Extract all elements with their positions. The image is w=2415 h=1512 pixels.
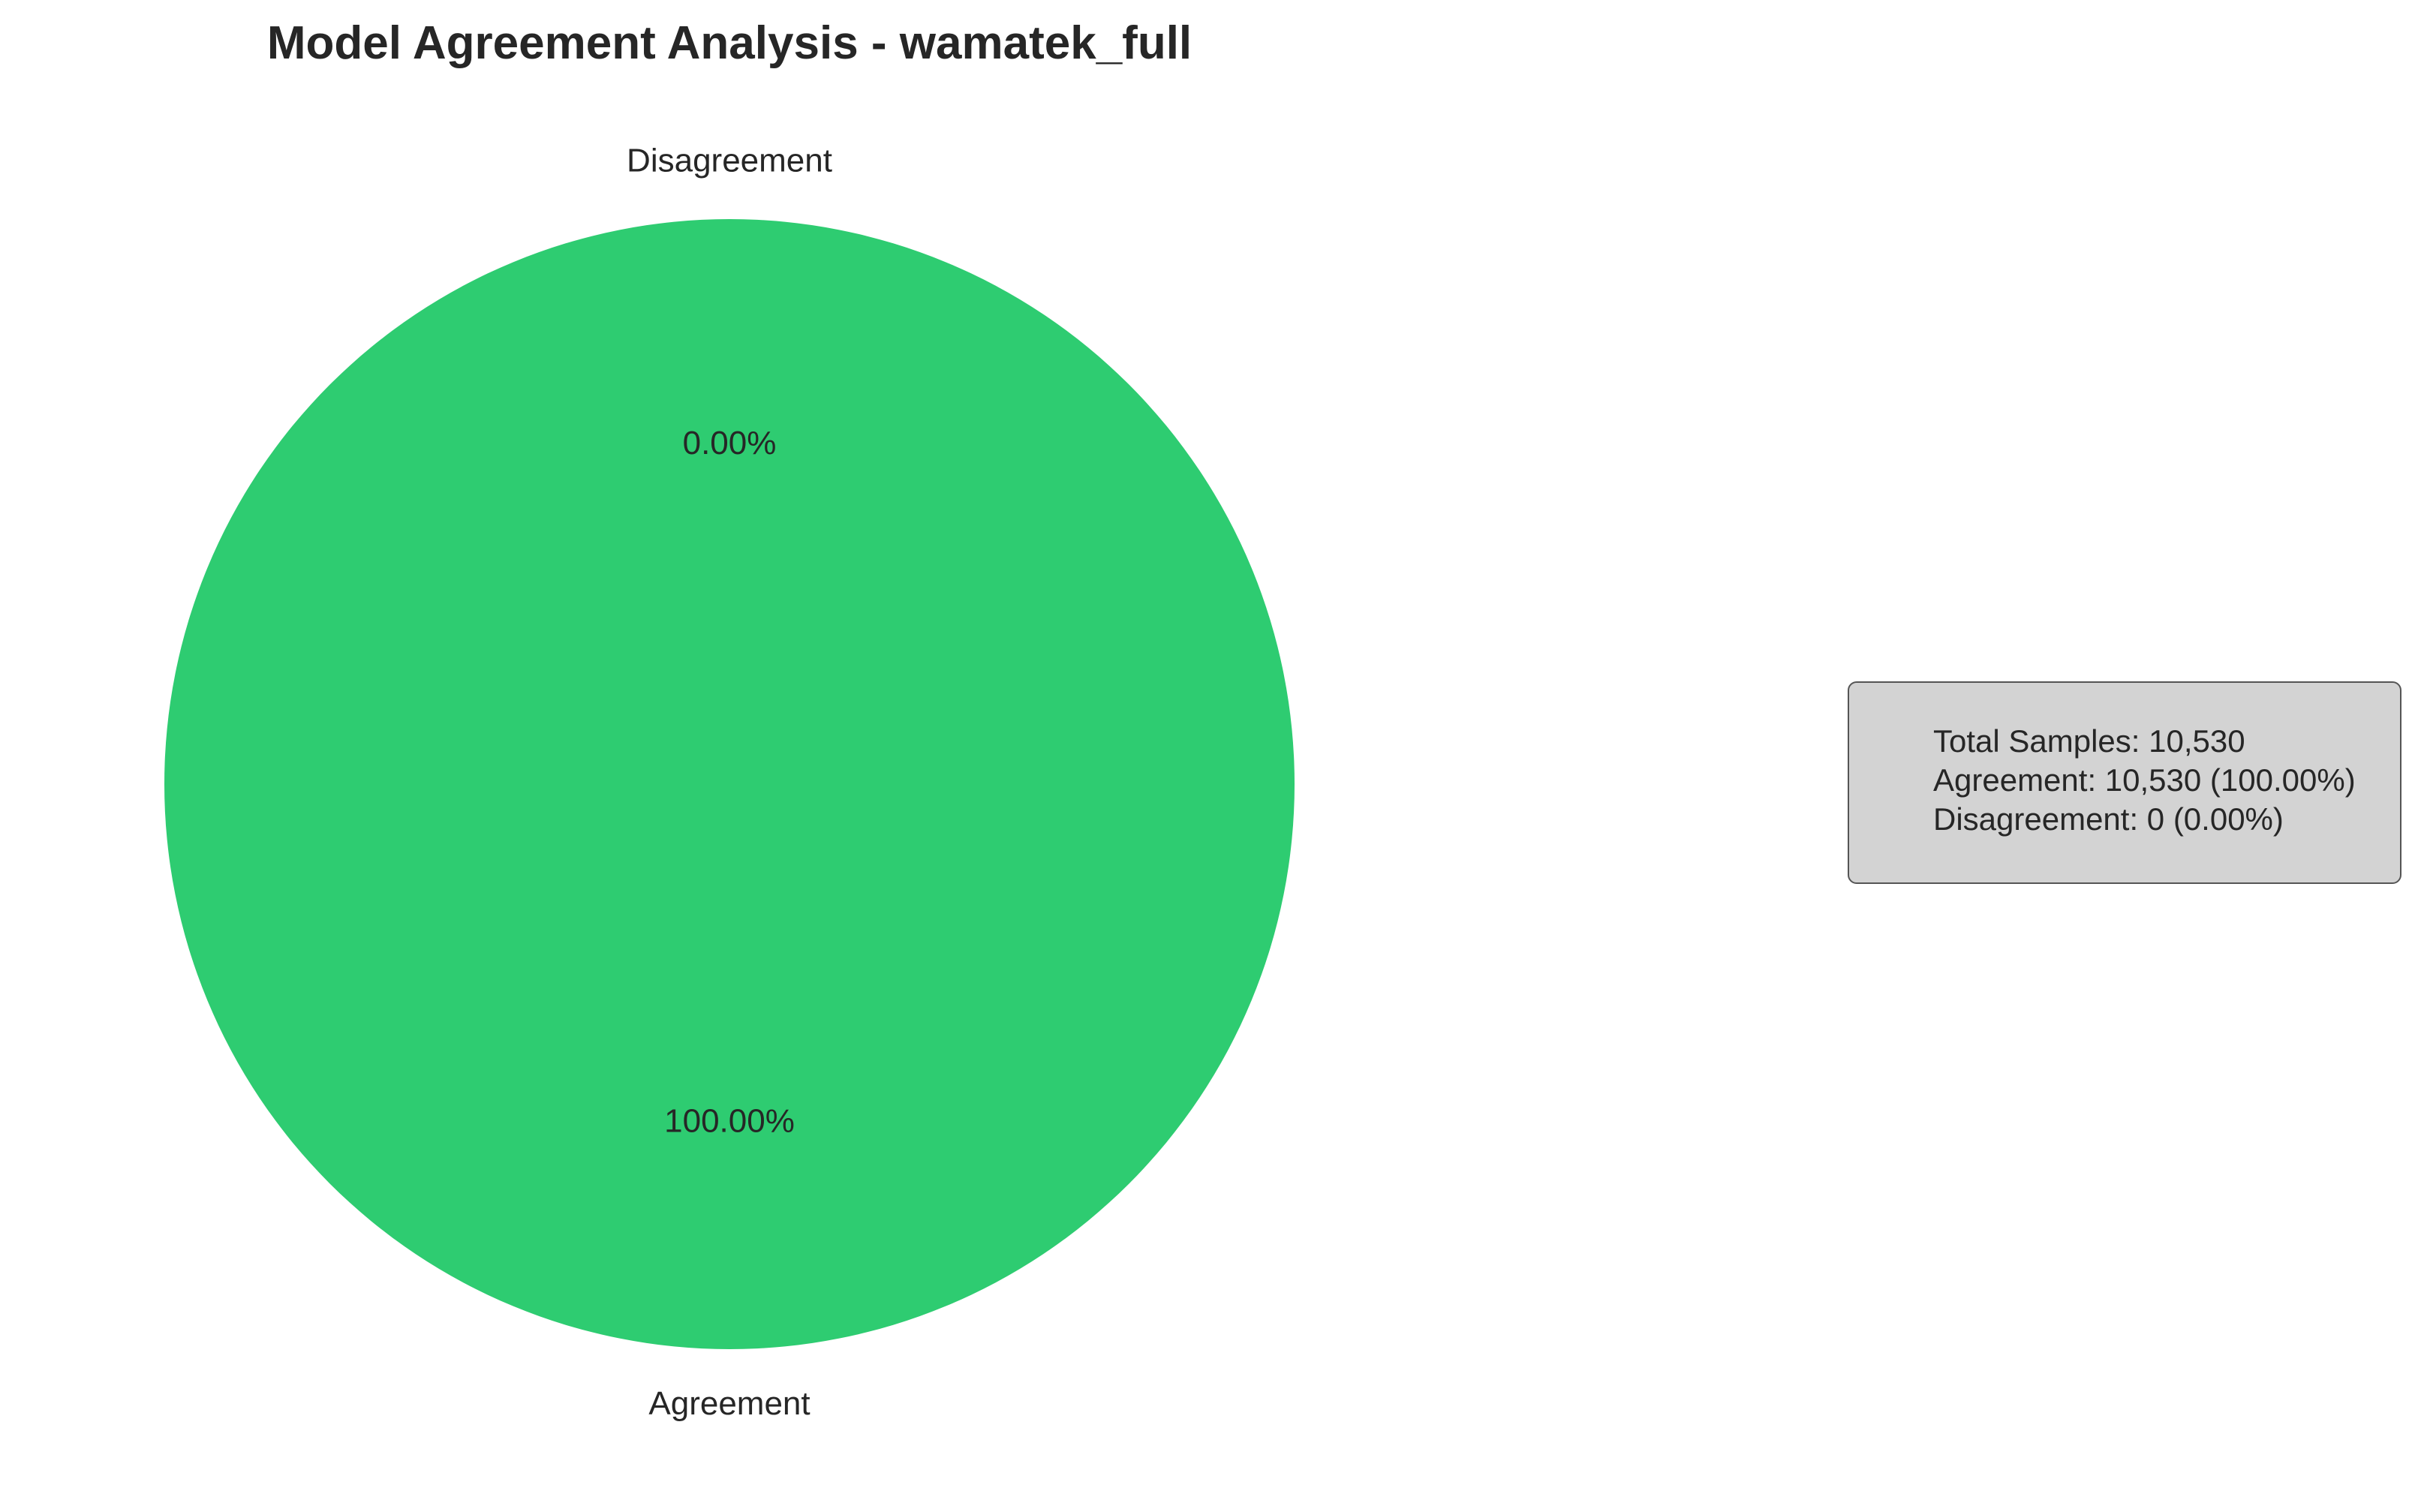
disagreement-stats-text: Disagreement: 0 (0.00%) bbox=[1933, 801, 2284, 837]
agreement-stats-text: Agreement: 10,530 (100.00%) bbox=[1933, 762, 2356, 798]
chart-title: Model Agreement Analysis - wamatek_full bbox=[267, 17, 1192, 69]
slice-label-agreement: Agreement bbox=[648, 1385, 810, 1422]
total-samples-text: Total Samples: 10,530 bbox=[1933, 723, 2245, 759]
percent-label-disagreement: 0.00% bbox=[683, 425, 777, 461]
summary-stats-box: Total Samples: 10,530 Agreement: 10,530 … bbox=[1848, 681, 2401, 884]
pie-slices bbox=[164, 219, 1295, 1349]
slice-label-disagreement: Disagreement bbox=[627, 142, 832, 179]
pie-slice-agreement bbox=[164, 219, 1295, 1349]
percent-label-agreement: 100.00% bbox=[664, 1102, 795, 1139]
pie-labels: Agreement 100.00% Disagreement 0.00% bbox=[627, 142, 832, 1422]
